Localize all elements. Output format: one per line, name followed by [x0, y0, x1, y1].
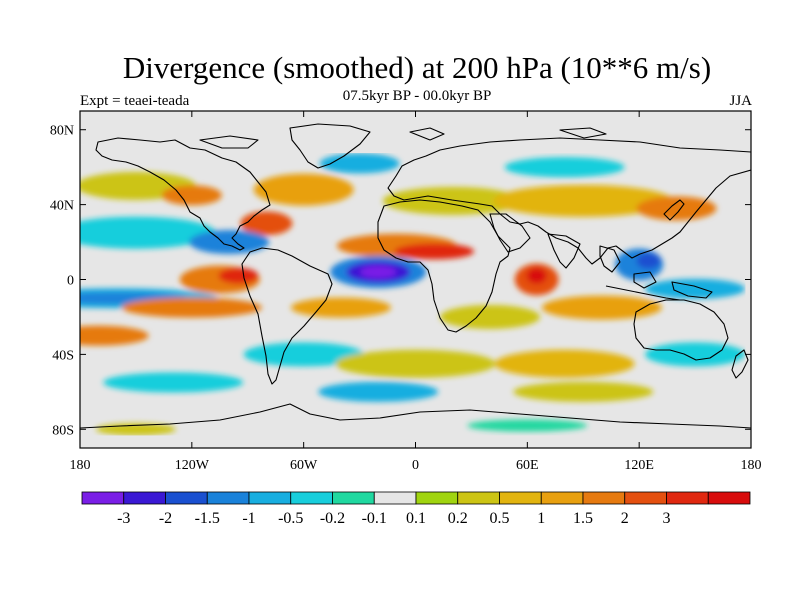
map-subtitle: 07.5kyr BP - 00.0kyr BP — [342, 88, 492, 104]
colorbar-label: 0.5 — [490, 510, 510, 527]
colorbar-label: -1 — [242, 510, 255, 527]
colorbar-swatch — [540, 491, 584, 505]
field-patch — [440, 304, 541, 329]
colorbar-label: -2 — [159, 510, 172, 527]
field-patch — [382, 186, 523, 215]
coast-europe-asia — [387, 137, 751, 265]
field-patch — [80, 325, 149, 346]
coast-greenland — [289, 123, 371, 169]
season-label: JJA — [729, 93, 752, 109]
lat-tick-label: 40S — [52, 348, 74, 363]
field-patch — [645, 342, 746, 367]
colorbar-swatch — [81, 491, 125, 505]
field-patch — [318, 381, 439, 402]
field-patch — [636, 196, 717, 221]
field-patch — [290, 297, 391, 318]
lon-tick-label: 180 — [741, 458, 762, 473]
coast-north-america — [95, 137, 271, 251]
coast-indonesia — [605, 271, 713, 301]
colorbar-swatch — [666, 491, 709, 505]
colorbar-label: -0.2 — [320, 510, 345, 527]
coast-india — [547, 233, 581, 269]
coast-arabia — [489, 213, 531, 253]
field-patch — [161, 185, 222, 206]
field-patch — [526, 267, 547, 284]
field-patch — [243, 342, 364, 367]
field-patch — [189, 230, 270, 255]
colorbar-swatch — [206, 491, 250, 505]
colorbar-label: -1.5 — [195, 510, 220, 527]
coast-antarctica — [80, 403, 751, 429]
colorbar-label: 3 — [663, 510, 671, 527]
field-patch — [504, 157, 625, 178]
colorbar-label: -0.1 — [362, 510, 387, 527]
colorbar-swatch — [165, 491, 208, 505]
experiment-label: Expt = teaei-teada — [80, 93, 190, 109]
colorbar-label: 1 — [537, 510, 545, 527]
colorbar-swatch — [457, 491, 500, 505]
coast-africa — [377, 199, 511, 333]
coast-new-zealand — [731, 349, 749, 379]
colorbar-label: -3 — [117, 510, 130, 527]
colorbar-swatch — [248, 491, 292, 505]
lat-tick-label: 80S — [52, 423, 74, 438]
lon-tick-label: 60W — [290, 458, 318, 473]
field-patch — [218, 267, 259, 284]
lon-tick-label: 120W — [175, 458, 210, 473]
colorbar-swatch — [415, 491, 459, 505]
colorbar: -3 -2 -1.5 -1 -0.5 -0.2 -0.1 0.1 0.2 0.5 1 1.5 2 3 — [81, 491, 751, 527]
coast-japan — [663, 199, 685, 221]
colorbar-label: 0.2 — [448, 510, 468, 527]
colorbar-swatch — [499, 491, 542, 505]
coast-se-asia — [599, 245, 621, 273]
field-patch — [494, 349, 635, 378]
colorbar-swatch — [624, 491, 667, 505]
colorbar-swatch — [290, 491, 333, 505]
coast-arctic-islands — [199, 127, 607, 149]
lat-tick-label: 40N — [50, 199, 74, 214]
map-plot-area — [79, 110, 752, 449]
field-patch — [645, 278, 746, 299]
field-patch — [360, 266, 397, 279]
divergence-field — [80, 153, 746, 436]
colorbar-label: 2 — [621, 510, 629, 527]
field-patch — [335, 349, 496, 378]
colorbar-label: -0.5 — [278, 510, 303, 527]
field-patch — [253, 173, 354, 206]
colorbar-swatch — [582, 491, 626, 505]
map-title: Divergence (smoothed) at 200 hPa (10**6 … — [122, 50, 712, 85]
coastlines — [80, 123, 751, 429]
lat-tick-label: 80N — [50, 124, 74, 139]
field-patch — [541, 295, 662, 320]
coast-south-america — [241, 247, 333, 385]
map-axes: 80N 40N 0 40S 80S 180 120W 60W 0 60E 120E 180 — [50, 111, 762, 473]
field-patch — [103, 372, 244, 393]
lon-tick-label: 120E — [624, 458, 654, 473]
lon-tick-label: 60E — [516, 458, 539, 473]
colorbar-label: 1.5 — [573, 510, 593, 527]
field-patch — [513, 381, 654, 402]
colorbar-swatch — [123, 491, 166, 505]
field-patch — [636, 252, 661, 269]
field-patch — [467, 419, 588, 432]
field-patch — [493, 184, 674, 217]
colorbar-swatch — [707, 491, 751, 505]
colorbar-swatch — [332, 491, 375, 505]
lat-tick-label: 0 — [67, 274, 74, 289]
coast-australia — [633, 299, 729, 361]
colorbar-label: 0.1 — [406, 510, 426, 527]
lon-tick-label: 180 — [70, 458, 91, 473]
field-patch — [80, 216, 216, 249]
colorbar-swatch — [373, 491, 417, 505]
field-patch — [121, 297, 262, 318]
lon-tick-label: 0 — [412, 458, 419, 473]
field-patch — [394, 243, 475, 260]
